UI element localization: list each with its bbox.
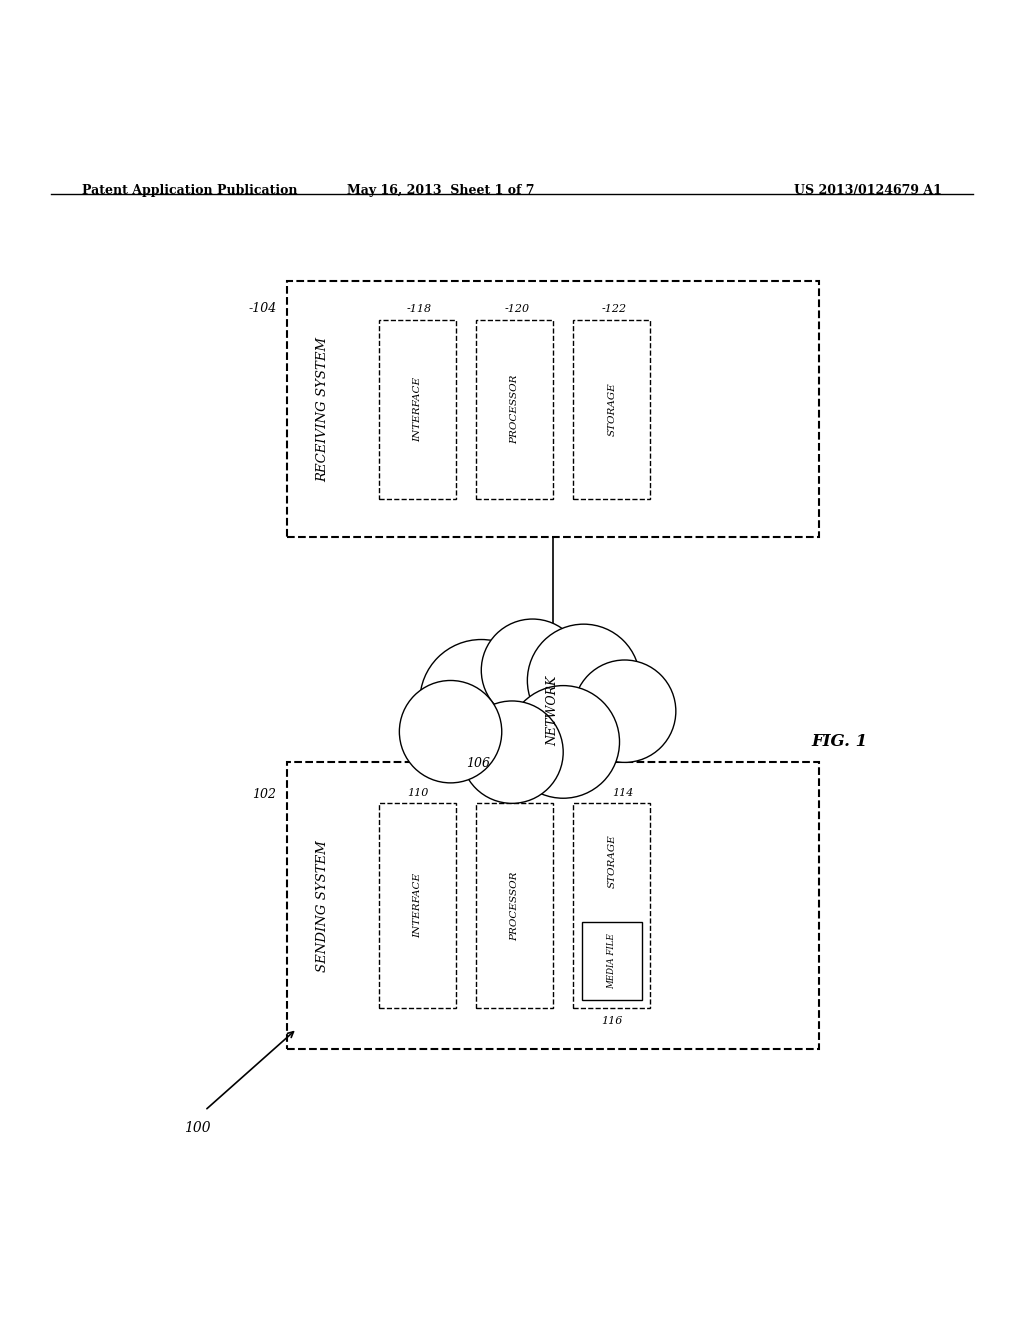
Text: -118: -118	[407, 305, 432, 314]
Text: STORAGE: STORAGE	[607, 383, 616, 436]
Circle shape	[527, 624, 640, 737]
Text: PROCESSOR: PROCESSOR	[510, 871, 519, 941]
Text: PROCESSOR: PROCESSOR	[510, 375, 519, 444]
Text: FIG. 1: FIG. 1	[812, 734, 867, 750]
Text: INTERFACE: INTERFACE	[413, 376, 422, 442]
Text: 116: 116	[602, 1016, 623, 1027]
Text: NETWORK: NETWORK	[547, 676, 559, 746]
Text: -104: -104	[248, 301, 276, 314]
Circle shape	[507, 685, 620, 799]
Text: Patent Application Publication: Patent Application Publication	[82, 183, 297, 197]
Circle shape	[573, 660, 676, 763]
Text: May 16, 2013  Sheet 1 of 7: May 16, 2013 Sheet 1 of 7	[346, 183, 535, 197]
Text: -122: -122	[602, 305, 627, 314]
Text: INTERFACE: INTERFACE	[413, 874, 422, 939]
Text: SENDING SYSTEM: SENDING SYSTEM	[316, 840, 329, 972]
Circle shape	[481, 619, 584, 722]
Text: 110: 110	[407, 788, 428, 799]
Text: -120: -120	[504, 305, 529, 314]
Text: 102: 102	[253, 788, 276, 801]
Text: 114: 114	[612, 788, 633, 799]
Text: MEDIA FILE: MEDIA FILE	[607, 933, 616, 989]
Text: STORAGE: STORAGE	[607, 834, 616, 887]
Text: RECEIVING SYSTEM: RECEIVING SYSTEM	[316, 337, 329, 482]
Text: US 2013/0124679 A1: US 2013/0124679 A1	[795, 183, 942, 197]
Text: 106: 106	[466, 758, 489, 771]
Circle shape	[399, 681, 502, 783]
Circle shape	[420, 639, 543, 763]
Text: 100: 100	[184, 1121, 211, 1135]
Circle shape	[461, 701, 563, 804]
Text: 112: 112	[504, 788, 525, 799]
